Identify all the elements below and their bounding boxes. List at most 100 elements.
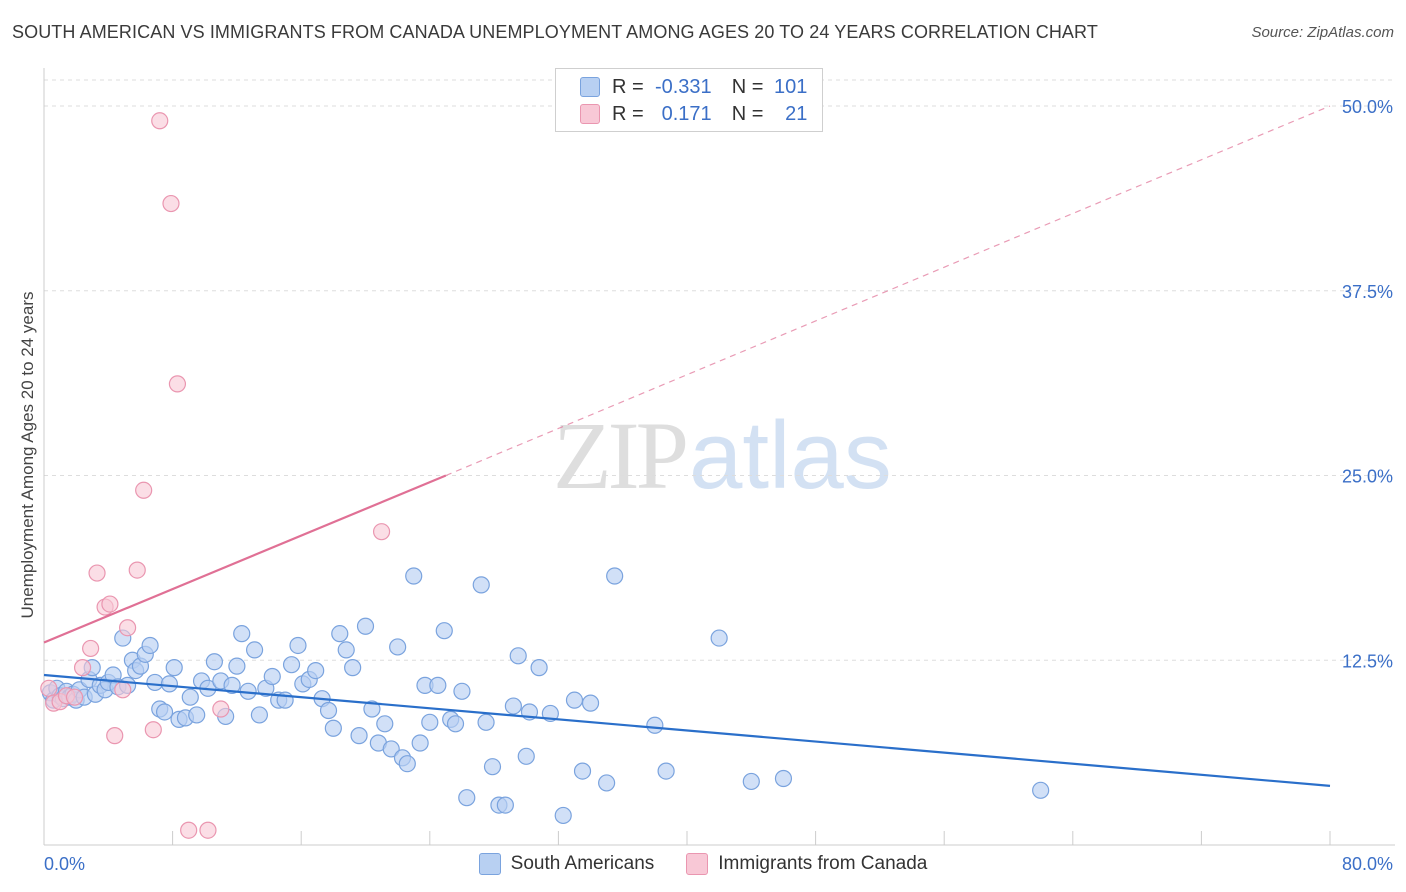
legend-r-value: -0.331 (644, 76, 712, 99)
south-americans-point (575, 763, 591, 779)
south-americans-point (284, 657, 300, 673)
south-americans-point (358, 618, 374, 634)
south-americans-point (399, 756, 415, 772)
immigrants-canada-point (89, 565, 105, 581)
immigrants-canada-point (41, 680, 57, 696)
south-americans-point (459, 790, 475, 806)
south-americans-point (422, 714, 438, 730)
immigrants-canada-point (163, 196, 179, 212)
south-americans-point (406, 568, 422, 584)
south-americans-point (430, 677, 446, 693)
south-americans-point (448, 716, 464, 732)
south-americans-point (325, 720, 341, 736)
south-americans-point (607, 568, 623, 584)
immigrants-canada-point (102, 596, 118, 612)
south-americans-point (566, 692, 582, 708)
south-americans-point (518, 748, 534, 764)
south-americans-point (711, 630, 727, 646)
correlation-legend: R = -0.331 N = 101 R = 0.171 N = 21 (555, 68, 823, 132)
south-americans-point (555, 807, 571, 823)
immigrants-canada-point (67, 689, 83, 705)
south-americans-point (147, 674, 163, 690)
immigrants-canada-point (115, 682, 131, 698)
series-swatch-pink (686, 853, 708, 875)
south-americans-point (743, 773, 759, 789)
immigrants-canada-point (75, 660, 91, 676)
immigrants-canada-point (129, 562, 145, 578)
y-tick-label: 25.0% (1342, 467, 1393, 487)
south-americans-point (247, 642, 263, 658)
south-americans-point (308, 663, 324, 679)
series-legend-south-americans: South Americans (479, 853, 655, 875)
south-americans-point (484, 759, 500, 775)
south-americans-point (345, 660, 361, 676)
legend-r-label: R = (612, 76, 644, 99)
legend-row-immigrants-canada: R = 0.171 N = 21 (580, 101, 807, 127)
south-americans-point (332, 626, 348, 642)
south-americans-point (1033, 782, 1049, 798)
legend-swatch-pink (580, 104, 600, 124)
south-americans-point (478, 714, 494, 730)
y-tick-label: 37.5% (1342, 282, 1393, 302)
south-americans-point (412, 735, 428, 751)
south-americans-point (182, 689, 198, 705)
south-americans-point (234, 626, 250, 642)
immigrants-canada-trendline (44, 476, 446, 643)
immigrants-canada-point (107, 728, 123, 744)
immigrants-canada-point (120, 620, 136, 636)
south-americans-point (377, 716, 393, 732)
south-americans-point (658, 763, 674, 779)
immigrants-canada-point (181, 822, 197, 838)
south-americans-trendline (44, 675, 1330, 786)
south-americans-point (142, 637, 158, 653)
y-tick-label: 12.5% (1342, 651, 1393, 671)
series-legend-immigrants-canada: Immigrants from Canada (686, 853, 927, 875)
south-americans-point (290, 637, 306, 653)
south-americans-point (351, 728, 367, 744)
series-legend: South Americans Immigrants from Canada (0, 851, 1406, 877)
series-swatch-blue (479, 853, 501, 875)
scatter-chart: 12.5%25.0%37.5%50.0%0.0% 80.0% (0, 0, 1406, 892)
south-americans-point (321, 703, 337, 719)
immigrants-canada-point (200, 822, 216, 838)
y-tick-label: 50.0% (1342, 97, 1393, 117)
immigrants-canada-point (83, 640, 99, 656)
immigrants-canada-point (169, 376, 185, 392)
south-americans-point (189, 707, 205, 723)
south-americans-point (454, 683, 470, 699)
immigrants-canada-point (213, 701, 229, 717)
south-americans-point (775, 770, 791, 786)
south-americans-point (505, 698, 521, 714)
legend-r-label: R = (612, 103, 644, 126)
south-americans-point (157, 704, 173, 720)
south-americans-point (583, 695, 599, 711)
south-americans-point (599, 775, 615, 791)
series-legend-label: Immigrants from Canada (718, 853, 927, 875)
y-axis-label: Unemployment Among Ages 20 to 24 years (18, 292, 38, 619)
south-americans-point (497, 797, 513, 813)
south-americans-point (436, 623, 452, 639)
legend-n-value: 101 (763, 76, 807, 99)
series-legend-label: South Americans (511, 853, 655, 875)
immigrants-canada-point (152, 113, 168, 129)
south-americans-point (510, 648, 526, 664)
immigrants-canada-point (145, 722, 161, 738)
south-americans-point (264, 669, 280, 685)
south-americans-point (338, 642, 354, 658)
south-americans-point (166, 660, 182, 676)
immigrants-canada-point (136, 482, 152, 498)
legend-n-label: N = (732, 76, 764, 99)
south-americans-point (251, 707, 267, 723)
south-americans-point (647, 717, 663, 733)
legend-swatch-blue (580, 77, 600, 97)
legend-r-value: 0.171 (644, 103, 712, 126)
south-americans-point (206, 654, 222, 670)
south-americans-point (161, 676, 177, 692)
south-americans-point (531, 660, 547, 676)
immigrants-canada-point (374, 524, 390, 540)
legend-row-south-americans: R = -0.331 N = 101 (580, 74, 807, 100)
south-americans-point (229, 658, 245, 674)
south-americans-point (473, 577, 489, 593)
legend-n-value: 21 (763, 103, 807, 126)
south-americans-point (390, 639, 406, 655)
